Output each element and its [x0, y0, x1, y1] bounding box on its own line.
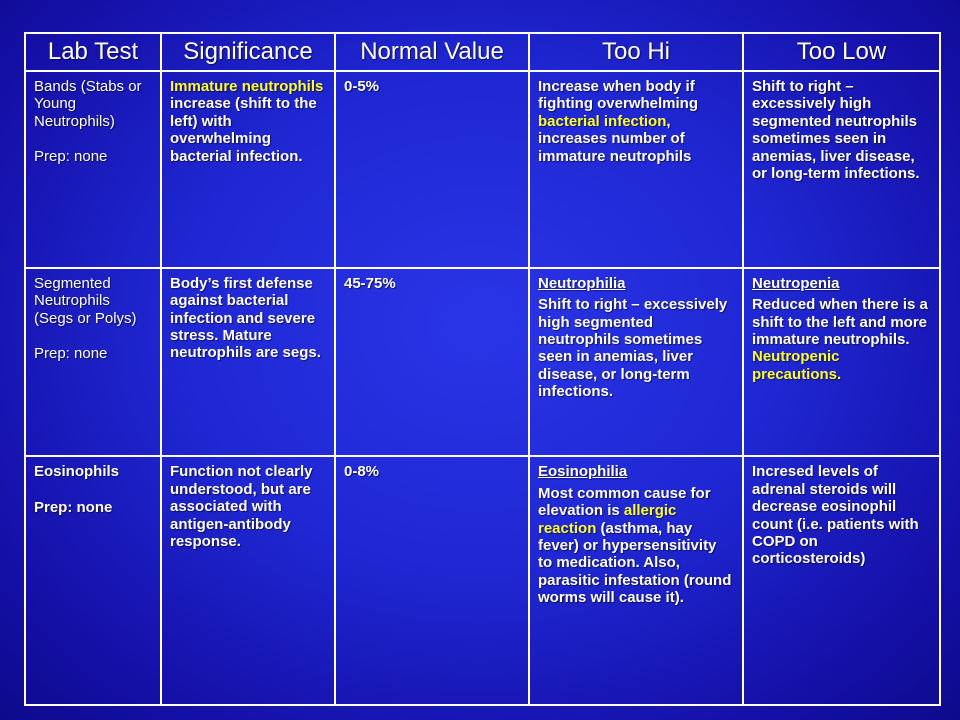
- too-hi-text: Most common cause for elevation is: [538, 484, 711, 520]
- lab-test-name: Bands (Stabs or Young Neutrophils): [34, 78, 142, 130]
- normal-value-cell: 0-8%: [334, 455, 530, 706]
- too-hi-text-end: , increases number of immature neutrophi…: [538, 112, 692, 165]
- too-low-cell: Incresed levels of adrenal steroids will…: [742, 455, 941, 706]
- table-row: Eosinophils Prep: none Function not clea…: [24, 455, 941, 706]
- too-low-title: Neutropenia: [752, 274, 840, 292]
- prep-text: Prep: none: [34, 498, 113, 516]
- too-low-text: Reduced when there is a shift to the lef…: [752, 296, 928, 348]
- significance-cell: Function not clearly understood, but are…: [160, 455, 336, 706]
- too-hi-cell: Neutrophilia Shift to right – excessivel…: [528, 266, 744, 458]
- too-hi-text: Increase when body if fighting overwhelm…: [538, 78, 698, 113]
- significance-text: increase (shift to the left) with overwh…: [170, 95, 317, 165]
- lab-test-cell: Bands (Stabs or Young Neutrophils) Prep:…: [24, 70, 162, 269]
- header-too-low: Too Low: [742, 32, 941, 72]
- significance-cell: Immature neutrophils increase (shift to …: [160, 70, 336, 269]
- too-hi-highlight: bacterial infection: [538, 112, 667, 130]
- too-low-cell: Shift to right – excessively high segmen…: [742, 70, 941, 269]
- lab-test-cell: Eosinophils Prep: none: [24, 455, 162, 706]
- too-low-highlight: Neutropenic precautions.: [752, 348, 842, 383]
- too-hi-cell: Increase when body if fighting overwhelm…: [528, 70, 744, 269]
- normal-value-cell: 45-75%: [334, 266, 530, 458]
- header-lab-test: Lab Test: [24, 32, 162, 72]
- too-hi-cell: Eosinophilia Most common cause for eleva…: [528, 455, 744, 706]
- significance-highlight: Immature neutrophils: [170, 78, 324, 95]
- header-too-hi: Too Hi: [528, 32, 744, 72]
- significance-cell: Body’s first defense against bacterial i…: [160, 266, 336, 458]
- table-row: Segmented Neutrophils (Segs or Polys) Pr…: [24, 266, 941, 458]
- lab-values-table: Lab Test Significance Normal Value Too H…: [24, 32, 941, 706]
- too-hi-text-end: (asthma, hay fever) or hypersensitivity …: [538, 519, 732, 607]
- header-row: Lab Test Significance Normal Value Too H…: [24, 32, 941, 72]
- too-hi-title: Neutrophilia: [538, 274, 626, 292]
- prep-text: Prep: none: [34, 345, 108, 362]
- table-row: Bands (Stabs or Young Neutrophils) Prep:…: [24, 70, 941, 269]
- normal-value-cell: 0-5%: [334, 70, 530, 269]
- too-hi-text: Shift to right – excessively high segmen…: [538, 296, 728, 401]
- prep-text: Prep: none: [34, 148, 108, 166]
- too-hi-title: Eosinophilia: [538, 463, 628, 481]
- lab-test-name: Eosinophils: [34, 463, 120, 481]
- too-low-cell: Neutropenia Reduced when there is a shif…: [742, 266, 941, 458]
- too-hi-highlight: allergic reaction: [538, 502, 677, 537]
- header-normal-value: Normal Value: [334, 32, 530, 72]
- lab-test-name: Segmented Neutrophils (Segs or Polys): [34, 274, 137, 327]
- header-significance: Significance: [160, 32, 336, 72]
- lab-test-cell: Segmented Neutrophils (Segs or Polys) Pr…: [24, 266, 162, 458]
